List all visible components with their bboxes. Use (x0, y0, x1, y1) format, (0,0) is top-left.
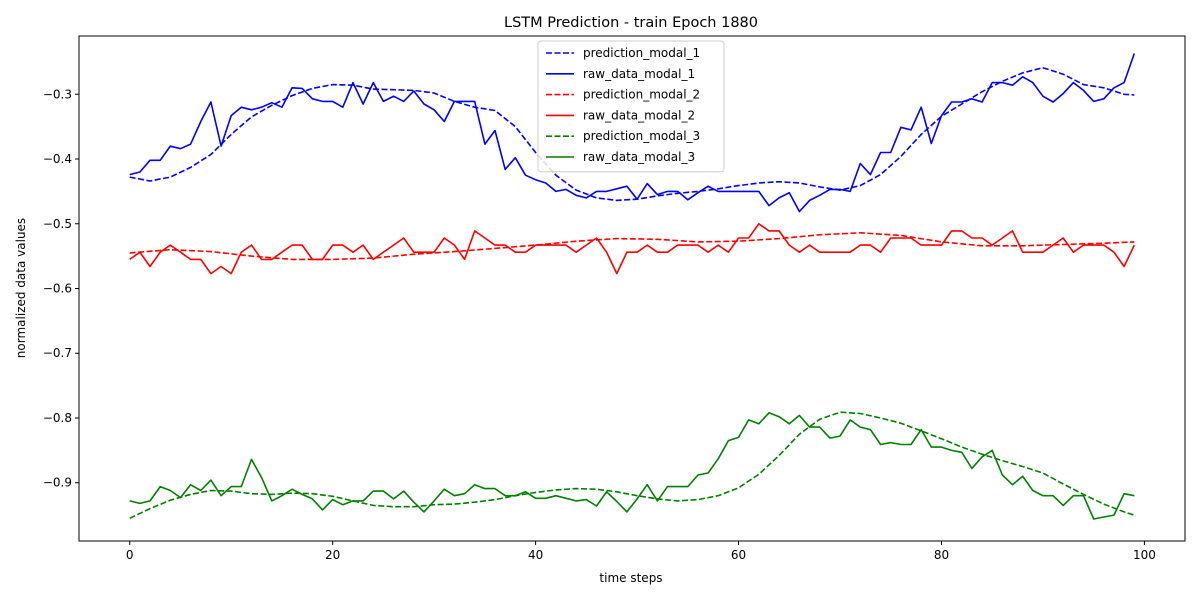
legend-entry: prediction_modal_2 (583, 88, 700, 102)
y-tick-label: −0.5 (43, 217, 72, 231)
y-tick-label: −0.9 (43, 476, 72, 490)
chart-title: LSTM Prediction - train Epoch 1880 (504, 15, 758, 31)
series-line-raw-data-modal-2 (129, 223, 1136, 275)
y-tick-label: −0.8 (43, 411, 72, 425)
series-line-raw-data-modal-1 (129, 53, 1136, 213)
y-axis: −0.9 −0.8 −0.7 −0.6 −0.5 −0.4 −0.3 (43, 87, 79, 490)
y-axis-label: normalized data values (14, 218, 28, 358)
y-tick-label: −0.7 (43, 346, 72, 360)
legend-entry: prediction_modal_1 (583, 46, 700, 60)
legend-entry: raw_data_modal_2 (583, 108, 695, 122)
x-tick-label: 40 (528, 548, 543, 562)
legend: prediction_modal_1 raw_data_modal_1predic… (537, 40, 725, 173)
x-tick-label: 0 (126, 548, 134, 562)
y-tick-label: −0.3 (43, 87, 72, 101)
x-tick-label: 60 (731, 548, 746, 562)
legend-entry: raw_data_modal_1 (583, 67, 695, 81)
y-tick-label: −0.4 (43, 152, 72, 166)
series-line-raw-data-modal-3 (129, 412, 1135, 520)
legend-box (537, 40, 725, 173)
x-tick-label: 80 (934, 548, 949, 562)
x-tick-label: 20 (325, 548, 340, 562)
legend-entry: prediction_modal_3 (583, 129, 700, 143)
x-axis: 0 20 40 60 80 100 (126, 541, 1156, 562)
series-layer (129, 53, 1136, 520)
x-axis-label: time steps (599, 571, 662, 585)
x-tick-label: 100 (1133, 548, 1156, 562)
y-tick-label: −0.6 (43, 282, 72, 296)
legend-entry: raw_data_modal_3 (583, 150, 695, 164)
